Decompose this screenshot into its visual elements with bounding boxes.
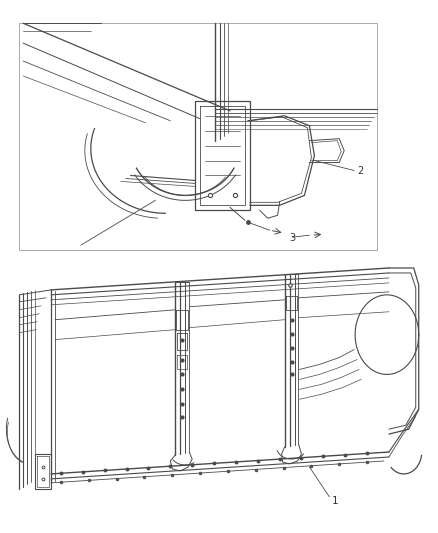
Text: 1: 1 <box>332 496 339 506</box>
Text: 2: 2 <box>357 166 364 175</box>
Bar <box>19 23 377 250</box>
Text: 3: 3 <box>290 233 296 243</box>
